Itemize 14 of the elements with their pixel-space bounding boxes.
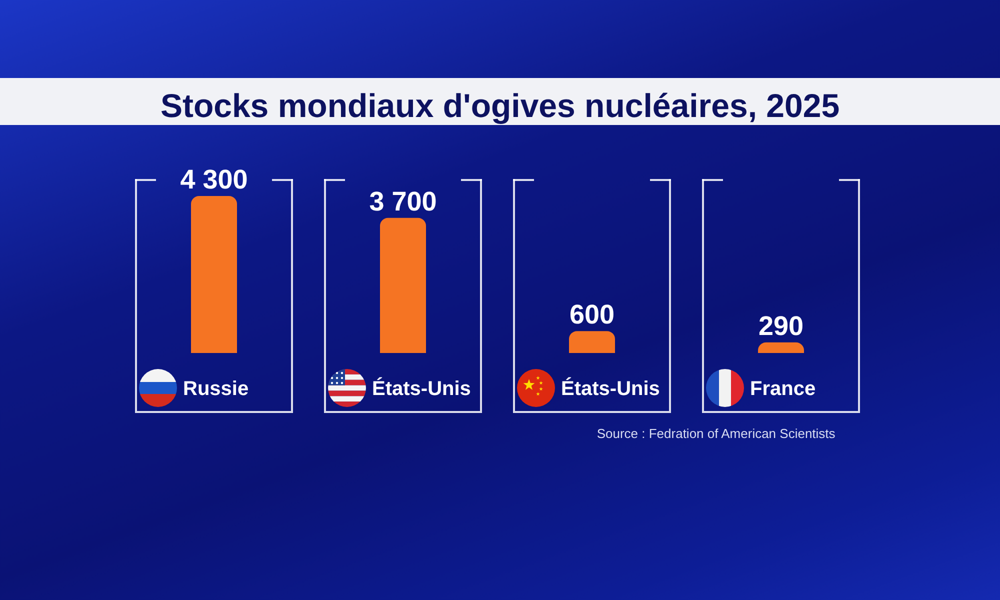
bar bbox=[569, 331, 615, 353]
x-tick-label: États-Unis bbox=[372, 377, 471, 400]
x-tick-label: France bbox=[750, 378, 816, 400]
chart-title: Stocks mondiaux d'ogives nucléaires, 2025 bbox=[160, 87, 840, 124]
data-label: 290 bbox=[758, 310, 804, 341]
source-note: Source : Fedration of American Scientists bbox=[596, 426, 836, 441]
x-tick-label: États-Unis bbox=[561, 377, 660, 400]
data-label: 3 700 bbox=[369, 186, 437, 216]
bar bbox=[758, 342, 804, 353]
data-label: 600 bbox=[569, 300, 615, 330]
bar bbox=[191, 196, 237, 353]
bar bbox=[380, 218, 426, 353]
data-label: 4 300 bbox=[180, 164, 248, 194]
x-tick-label: Russie bbox=[183, 378, 249, 400]
